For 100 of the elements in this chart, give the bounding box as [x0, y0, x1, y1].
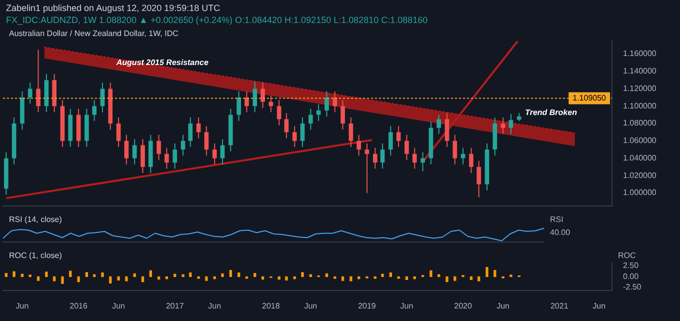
candlestick	[436, 114, 441, 134]
text: RSI	[550, 215, 564, 224]
bar	[470, 276, 473, 280]
candlestick	[164, 147, 169, 170]
candlestick	[212, 142, 217, 165]
candlestick	[204, 126, 209, 156]
y-tick-label: 1.120000	[623, 84, 657, 93]
bar	[237, 272, 240, 278]
candlestick	[244, 90, 249, 113]
candlestick	[316, 104, 321, 122]
bar	[149, 270, 152, 278]
text: Zabelin1 published on August 12, 2020 19:59:18 UTC	[6, 2, 222, 14]
bar	[12, 271, 16, 278]
candlestick	[300, 116, 305, 148]
candlestick	[469, 147, 474, 174]
candlestick	[412, 147, 417, 170]
bar	[389, 272, 392, 278]
candlestick	[420, 152, 425, 172]
y-tick-label: 1.140000	[623, 66, 657, 76]
y-tick-label: 1.020000	[623, 170, 657, 180]
bar	[381, 274, 384, 278]
candlestick	[36, 49, 40, 113]
bar	[197, 276, 200, 279]
candlestick	[116, 116, 121, 148]
x-tick-label: 2017	[166, 301, 184, 310]
candlestick	[372, 147, 378, 170]
annotation: Trend Broken	[525, 108, 578, 118]
candlestick	[140, 138, 145, 174]
x-tick-label: Jun	[592, 301, 606, 310]
x-tick-label: Jun	[496, 301, 510, 310]
bar	[92, 274, 96, 278]
x-tick-label: Jun	[16, 301, 29, 310]
candlestick	[292, 126, 297, 148]
y-tick-label: 1.160000	[623, 49, 657, 58]
bar	[325, 273, 328, 278]
chart-title: ROC (1, close)	[9, 251, 62, 260]
x-tick-label: Jun	[112, 301, 125, 310]
y-tick-label: 0.00	[623, 272, 640, 281]
candlestick	[404, 134, 409, 160]
bar	[437, 274, 440, 278]
candlestick	[132, 138, 137, 165]
bar	[221, 273, 224, 278]
x-tick-label: 2021	[550, 301, 569, 310]
bar	[77, 276, 80, 282]
chart-subtitle: FX_IDC:AUDNZD, 1W 1.088200 ▲ +0.002650 (+0.24%) O:1.084420 H:1.092150 L:1.082810 C:1.088160	[6, 14, 429, 26]
bar	[28, 274, 32, 278]
candlestick	[308, 108, 313, 130]
candlestick	[340, 100, 345, 130]
y-tick-label: 1.040000	[623, 153, 657, 162]
candlestick	[348, 116, 354, 148]
y-tick-label: 1.100000	[623, 101, 657, 110]
candlestick	[452, 134, 458, 165]
candlestick	[124, 134, 129, 165]
bar	[36, 276, 40, 281]
candlestick	[356, 134, 361, 156]
chart-title: RSI (14, close)	[9, 215, 62, 224]
bar	[278, 276, 280, 280]
bar	[182, 274, 184, 278]
bar	[229, 270, 232, 278]
candlestick	[284, 112, 289, 139]
candlestick	[268, 95, 274, 113]
ref-line-label: 1.109050	[572, 93, 607, 102]
bar	[45, 272, 48, 278]
candlestick	[252, 81, 258, 113]
bar	[254, 272, 256, 278]
x-tick-label: Jun	[208, 301, 222, 310]
y-tick-label: 1.080000	[623, 118, 657, 128]
candlestick	[364, 142, 370, 194]
annotation: August 2015 Resistance	[115, 58, 209, 67]
bar	[85, 272, 88, 278]
text: ROC	[618, 251, 636, 260]
bar	[117, 276, 120, 280]
y-tick-label: -2.50	[623, 282, 642, 292]
candlestick	[180, 134, 186, 156]
bar	[430, 270, 432, 278]
candlestick	[236, 90, 241, 122]
bar	[341, 276, 344, 281]
bar	[397, 276, 400, 279]
x-tick-label: 2020	[454, 301, 472, 310]
bar	[405, 276, 408, 280]
bar	[454, 276, 456, 281]
candlestick	[172, 142, 178, 170]
candlestick	[476, 160, 481, 198]
y-tick-label: 1.060000	[623, 136, 657, 146]
candlestick	[276, 100, 282, 126]
bar	[61, 276, 64, 284]
candlestick	[196, 116, 201, 139]
x-tick-label: 2018	[262, 301, 280, 310]
candlestick	[500, 116, 506, 134]
bar	[285, 276, 288, 280]
x-tick-label: 2019	[358, 301, 376, 310]
bar	[486, 266, 488, 278]
bar	[205, 276, 208, 281]
candlestick	[92, 100, 96, 122]
bar	[301, 272, 304, 278]
candlestick	[220, 138, 225, 165]
candlestick	[388, 126, 393, 156]
bar	[109, 276, 112, 284]
bar	[52, 276, 56, 282]
bar	[494, 270, 496, 278]
